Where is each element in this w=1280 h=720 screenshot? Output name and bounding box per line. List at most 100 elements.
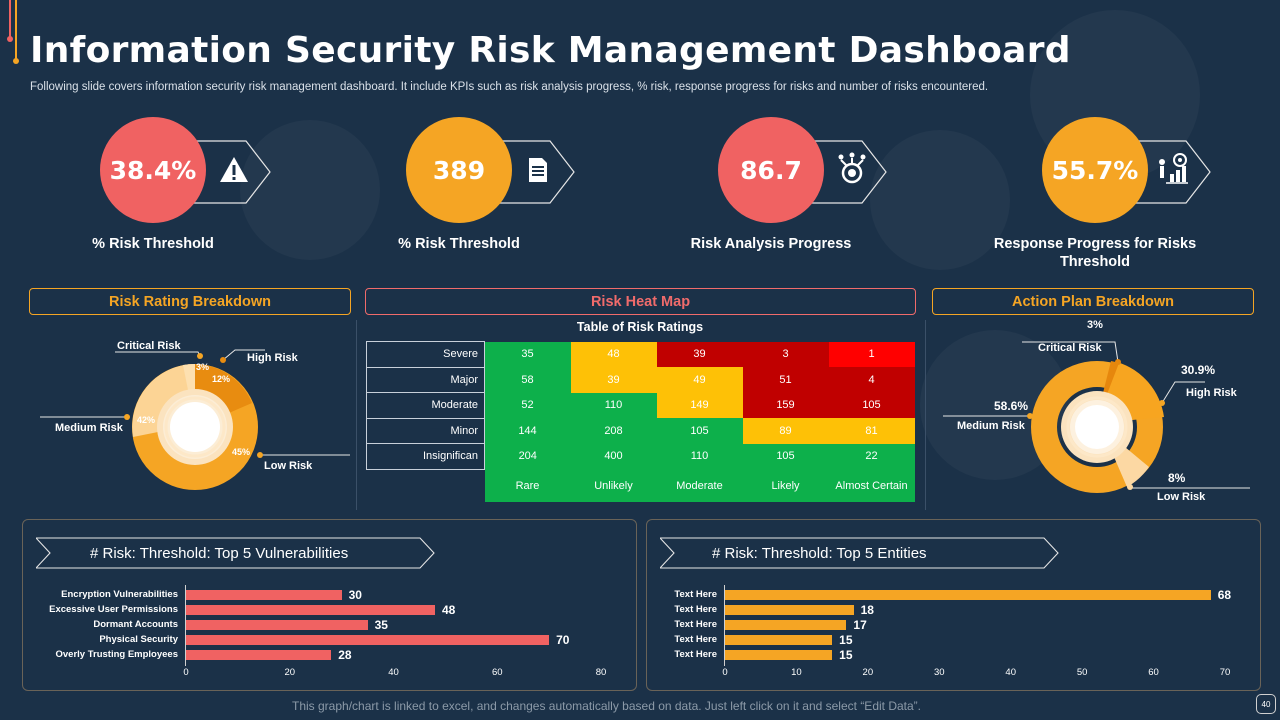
kpi-label: Risk Analysis Progress — [690, 236, 852, 252]
pct-label-high: 12% — [212, 374, 231, 384]
heat-cell: 400 — [570, 443, 657, 469]
heat-cell: 39 — [570, 367, 657, 393]
kpi-value-text: 38.4% — [109, 155, 197, 185]
heat-cell: 52 — [484, 392, 571, 418]
kpi-arrow-frame — [178, 140, 271, 204]
heat-cell: 105 — [828, 392, 915, 418]
kpi-value-count: 389 — [406, 117, 512, 223]
risk-rating-header: Risk Rating Breakdown — [29, 288, 351, 315]
x-tick-label: 80 — [595, 667, 607, 678]
kpi-value-text: 55.7% — [1051, 155, 1139, 185]
x-tick-label: 50 — [1076, 667, 1088, 678]
bar-category-label: Excessive User Permissions — [49, 604, 178, 615]
entities-panel — [646, 519, 1261, 691]
entity-panel-title: # Risk: Threshold: Top 5 Entities — [712, 545, 927, 562]
kpi-value-analysis-progress: 86.7 — [718, 117, 824, 223]
heat-column-label: Likely — [742, 469, 829, 502]
pct-label-critical: 3% — [1087, 319, 1103, 331]
pct-label-medium: 58.6% — [994, 399, 1029, 413]
target-analysis-icon — [838, 152, 866, 184]
bar — [186, 635, 550, 645]
bar-category-label: Physical Security — [99, 634, 178, 645]
legend-critical-risk: Critical Risk — [117, 340, 181, 352]
heat-row-label: Severe — [366, 341, 485, 368]
section-divider — [356, 320, 357, 510]
heat-table-title: Table of Risk Ratings — [576, 320, 704, 334]
pct-label-low: 45% — [232, 447, 251, 457]
x-tick-label: 60 — [1148, 667, 1159, 678]
legend-critical-risk: Critical Risk — [1038, 342, 1102, 354]
x-tick-label: 0 — [183, 667, 189, 678]
vulnerabilities-panel — [22, 519, 637, 691]
heat-cell: 208 — [570, 418, 657, 444]
bar-category-label: Overly Trusting Employees — [55, 649, 179, 660]
legend-low-risk: Low Risk — [264, 460, 313, 472]
bar-value-label: 68 — [1217, 588, 1232, 602]
heat-row: Major 58 39 49 51 4 — [366, 366, 915, 393]
section-divider — [925, 320, 926, 510]
heat-column-label: Rare — [484, 469, 571, 502]
heat-map-header: Risk Heat Map — [365, 288, 916, 315]
pct-label-critical: 3% — [196, 362, 210, 372]
kpi-arrow-frame — [796, 140, 887, 204]
heat-cell: 159 — [742, 392, 829, 418]
legend-medium-risk: Medium Risk — [55, 422, 123, 434]
bar — [725, 590, 1211, 600]
heat-cell: 105 — [656, 418, 743, 444]
bar-value-label: 30 — [348, 588, 362, 602]
heat-row-label: Moderate — [366, 392, 485, 419]
heat-cell: 35 — [484, 341, 571, 367]
heat-row-label: Minor — [366, 417, 485, 444]
risk-rating-donut — [132, 363, 258, 490]
heat-cell: 4 — [828, 367, 915, 393]
bar-value-label: 15 — [839, 633, 853, 647]
y-axis-line — [185, 585, 186, 666]
bar-value-label: 70 — [556, 633, 570, 647]
heat-cell: 105 — [742, 443, 829, 469]
heat-row-label: Insignifican — [366, 443, 485, 470]
bar — [186, 650, 332, 660]
action-plan-donut — [1031, 361, 1164, 493]
kpi-label: % Risk Threshold — [398, 236, 520, 252]
kpi-value-response-progress: 55.7% — [1042, 117, 1148, 223]
x-tick-label: 40 — [1005, 667, 1016, 678]
page-number-badge: 40 — [1256, 694, 1276, 714]
heat-cell: 1 — [828, 341, 915, 367]
accent-dot — [13, 58, 19, 64]
heat-cell: 144 — [484, 418, 571, 444]
legend-high-risk: High Risk — [247, 352, 298, 364]
x-tick-label: 10 — [791, 667, 802, 678]
heat-column-labels: Rare Unlikely Moderate Likely Almost Certain — [367, 469, 915, 502]
heat-cell: 49 — [656, 367, 743, 393]
x-tick-label: 30 — [933, 667, 945, 678]
kpi-value-risk-threshold: 38.4% — [100, 117, 206, 223]
heat-column-label: Moderate — [656, 469, 743, 502]
bar-category-label: Text Here — [674, 634, 717, 645]
heat-cell: 81 — [828, 418, 915, 444]
bar — [725, 635, 833, 645]
bar-category-label: Text Here — [674, 649, 717, 660]
heat-cell: 48 — [570, 341, 657, 367]
accent-dot — [7, 36, 13, 42]
heat-row-label: Major — [366, 366, 485, 393]
kpi-label: Response Progress for Risks Threshold — [993, 236, 1197, 270]
panel-title-arrow — [36, 537, 435, 569]
bar-value-label: 28 — [338, 648, 352, 662]
page-subtitle: Following slide covers information secur… — [30, 81, 989, 93]
bar-category-label: Text Here — [674, 619, 717, 630]
heat-cell: 89 — [742, 418, 829, 444]
x-tick-label: 70 — [1219, 667, 1231, 678]
legend-medium-risk: Medium Risk — [957, 420, 1025, 432]
donut-slice-medium — [132, 364, 195, 437]
x-tick-label: 40 — [388, 667, 399, 678]
heat-corner — [367, 469, 485, 502]
bar — [725, 650, 833, 660]
heat-column-label: Unlikely — [570, 469, 657, 502]
heat-cell: 58 — [484, 367, 571, 393]
bar — [725, 605, 854, 615]
document-icon — [529, 158, 547, 182]
risk-heat-table: Severe 35 48 39 3 1 Major 58 39 49 51 4 Moderate 52 11… — [366, 341, 915, 502]
kpi-arrow-frame — [484, 140, 575, 204]
legend-high-risk: High Risk — [1186, 387, 1237, 399]
kpi-arrow-frame — [1120, 140, 1211, 204]
